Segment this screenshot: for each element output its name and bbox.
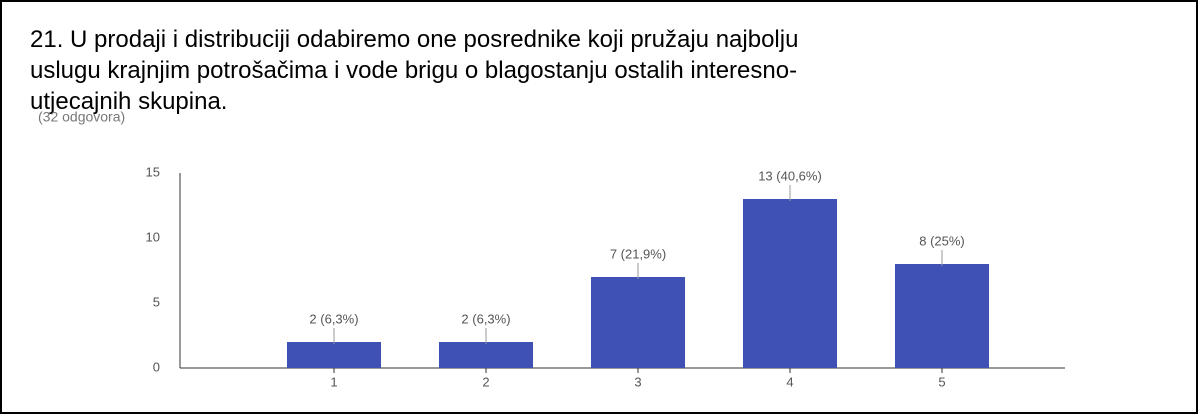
x-tick-label: 4: [786, 374, 793, 389]
bar: [743, 199, 837, 368]
x-tick-label: 2: [482, 374, 489, 389]
title-line: uslugu krajnjim potrošačima i vode brigu…: [30, 57, 797, 84]
value-label: 8 (25%): [919, 233, 965, 248]
y-tick-label: 5: [153, 294, 160, 309]
x-tick-label: 1: [330, 374, 337, 389]
bar: [591, 277, 685, 368]
title-line: utjecajnih skupina.: [30, 88, 227, 115]
value-label: 2 (6,3%): [309, 311, 358, 326]
title-line: 21. U prodaji i distribuciji odabiremo o…: [30, 26, 798, 53]
subtitle: (32 odgovora): [38, 109, 125, 125]
value-label: 7 (21,9%): [610, 246, 666, 261]
bar: [895, 264, 989, 368]
y-tick-label: 15: [146, 164, 160, 179]
value-label: 13 (40,6%): [758, 168, 822, 183]
y-tick-label: 10: [146, 229, 160, 244]
value-label: 2 (6,3%): [461, 311, 510, 326]
bar: [439, 342, 533, 368]
x-tick-label: 3: [634, 374, 641, 389]
y-tick-label: 0: [153, 359, 160, 374]
bar: [287, 342, 381, 368]
x-tick-label: 5: [938, 374, 945, 389]
